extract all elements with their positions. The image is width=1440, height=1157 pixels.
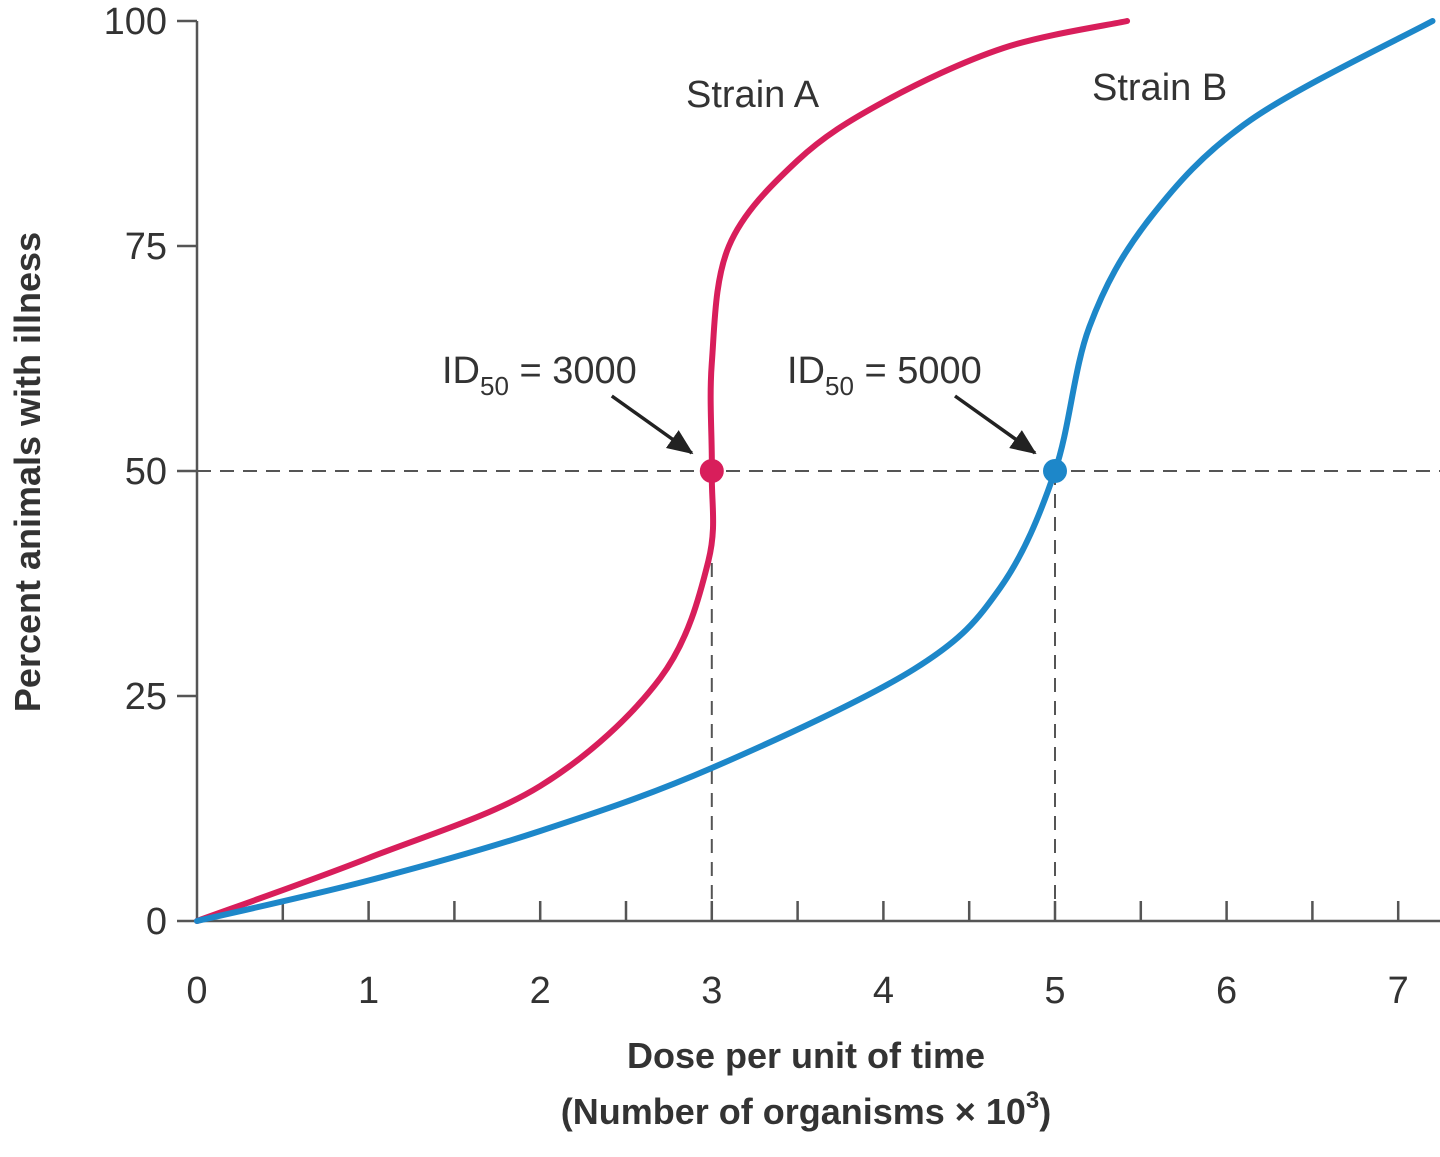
x-tick-label: 3: [701, 970, 722, 1012]
series-line-strain-a: [194, 18, 1131, 924]
x-axis-label-line2: (Number of organisms × 103): [561, 1087, 1051, 1132]
x-tick-label: 4: [873, 970, 894, 1012]
x-tick-label: 2: [530, 970, 551, 1012]
series-group: [194, 18, 1436, 924]
annotation-id50-b: ID50 = 5000: [787, 350, 982, 401]
series-label-strain-a: Strain A: [686, 74, 820, 116]
y-tick-label: 0: [146, 901, 167, 943]
annotation-id50-a: ID50 = 3000: [442, 350, 637, 401]
y-tick-label: 75: [125, 226, 167, 268]
series-label-strain-b: Strain B: [1092, 67, 1227, 109]
x-axis-label-line1: Dose per unit of time: [627, 1035, 985, 1076]
id50-point-0: [699, 459, 724, 483]
labels: Strain A Strain B ID50 = 3000 ID50 = 500…: [7, 67, 1227, 1132]
y-tick-label: 25: [125, 676, 167, 718]
id50-point-1: [1043, 459, 1067, 483]
x-tick-label: 6: [1216, 970, 1237, 1012]
arrow-0: [610, 394, 694, 455]
arrow-1: [953, 394, 1037, 455]
y-tick-label: 100: [104, 1, 167, 43]
series-line-strain-b: [194, 18, 1436, 924]
y-tick-label: 50: [125, 451, 167, 493]
x-tick-label: 5: [1044, 970, 1065, 1012]
x-tick-label: 7: [1388, 970, 1409, 1012]
axes: 0 25 50 75 100 0 1 2 3 4 5 6 7: [104, 1, 1440, 1012]
y-axis-label: Percent animals with illness: [7, 232, 48, 712]
x-tick-label: 0: [186, 970, 207, 1012]
x-tick-label: 1: [358, 970, 379, 1012]
